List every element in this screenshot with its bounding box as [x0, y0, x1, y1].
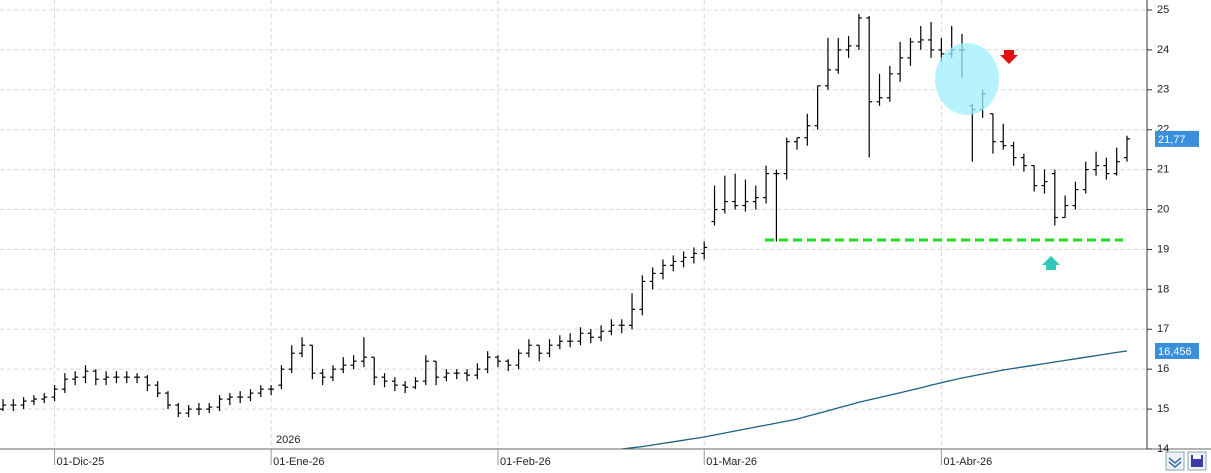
year-label: 2026	[276, 434, 300, 446]
marks	[0, 13, 1130, 450]
collapse-icon	[1168, 457, 1182, 468]
y-tick-label: 24	[1157, 44, 1169, 56]
y-tick-label: 17	[1157, 323, 1169, 335]
highlight-ellipse	[935, 43, 999, 115]
x-tick-label: 01-Abr-26	[943, 456, 992, 468]
x-axis-panel	[0, 449, 1211, 473]
x-tick-label: 01-Ene-26	[273, 456, 324, 468]
close-label: 21,77	[1158, 134, 1186, 146]
save-icon-slot	[1193, 455, 1201, 459]
y-tick-label: 18	[1157, 283, 1169, 295]
ma-label: 16,456	[1158, 346, 1192, 358]
x-tick-label: 01-Feb-26	[500, 456, 551, 468]
down-arrow	[1000, 50, 1018, 64]
up-arrow	[1042, 256, 1060, 270]
y-tick-label: 19	[1157, 243, 1169, 255]
close-label-box	[1155, 130, 1199, 147]
y-tick-label: 25	[1157, 4, 1169, 16]
y-tick-label: 23	[1157, 84, 1169, 96]
ma-label-box	[1155, 342, 1199, 359]
y-tick-label: 15	[1157, 403, 1169, 415]
y-tick-label: 20	[1157, 203, 1169, 215]
x-tick-label: 01-Dic-25	[57, 456, 105, 468]
y-tick-label: 21	[1157, 164, 1169, 176]
y-axis-panel	[1147, 0, 1211, 449]
collapse-button[interactable]	[1165, 451, 1185, 471]
moving-average	[621, 350, 1128, 450]
x-tick-label: 01-Mar-26	[706, 456, 757, 468]
grid	[0, 0, 1147, 450]
y-tick-label: 16	[1157, 363, 1169, 375]
